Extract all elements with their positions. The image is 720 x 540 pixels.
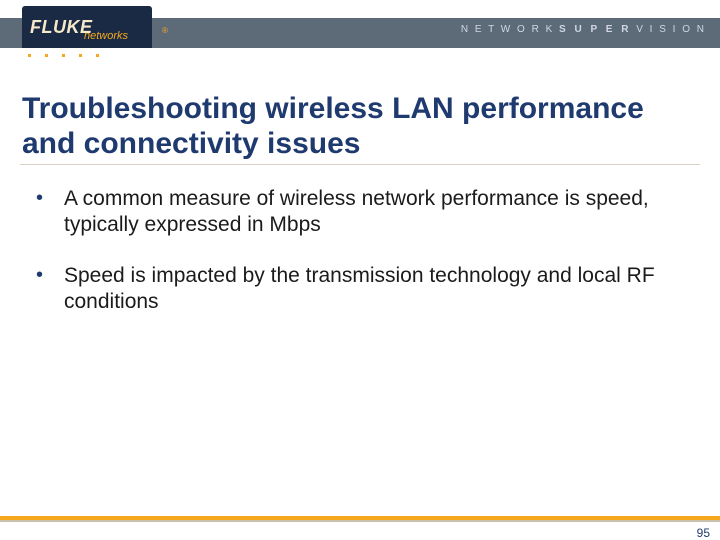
dot-icon — [28, 54, 31, 57]
tagline-part3: V I S I O N — [636, 24, 706, 35]
footer-thin-line — [0, 520, 720, 522]
bullet-list: A common measure of wireless network per… — [36, 186, 680, 340]
bullet-item: A common measure of wireless network per… — [36, 186, 680, 237]
dot-icon — [45, 54, 48, 57]
header-tagline: N E T W O R K S U P E R V I S I O N — [461, 24, 706, 35]
header-bar: FLUKE networks ® N E T W O R K S U P E R… — [0, 0, 720, 48]
bullet-text: Speed is impacted by the transmission te… — [64, 264, 655, 313]
footer-rule — [0, 516, 720, 526]
decorative-dots — [28, 54, 99, 57]
dot-icon — [79, 54, 82, 57]
bullet-item: Speed is impacted by the transmission te… — [36, 263, 680, 314]
page-number: 95 — [697, 526, 710, 540]
bullet-text: A common measure of wireless network per… — [64, 187, 649, 236]
title-underline — [20, 164, 700, 165]
footer-thick-line — [0, 516, 720, 520]
brand-registered-icon: ® — [162, 26, 168, 35]
tagline-part2: S U P E R — [559, 24, 631, 35]
dot-icon — [96, 54, 99, 57]
brand-logo: FLUKE networks ® — [22, 6, 152, 48]
brand-sub-text: networks — [84, 30, 128, 42]
dot-icon — [62, 54, 65, 57]
slide: FLUKE networks ® N E T W O R K S U P E R… — [0, 0, 720, 540]
tagline-part1: N E T W O R K — [461, 24, 554, 35]
slide-title: Troubleshooting wireless LAN performance… — [22, 92, 690, 161]
